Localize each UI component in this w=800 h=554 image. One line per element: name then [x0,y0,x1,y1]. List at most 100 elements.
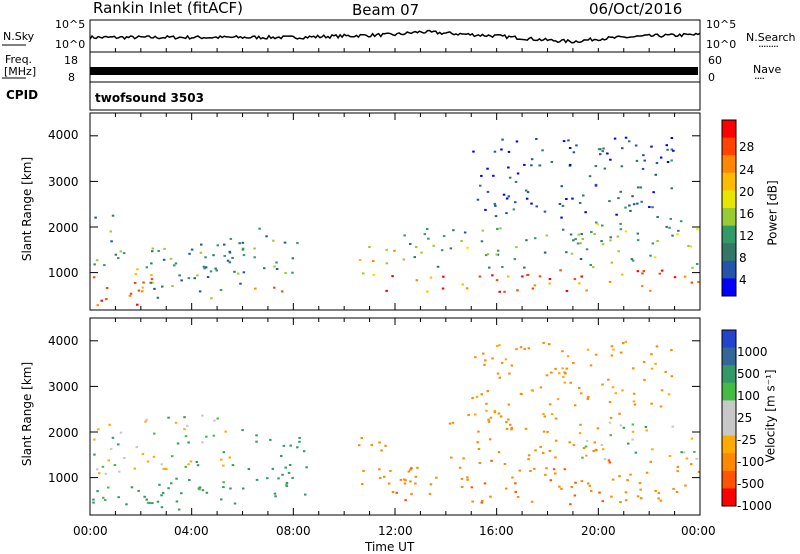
heat-cell [609,158,612,161]
heat-cell [563,468,567,471]
freq-right-tick-bottom: 0 [708,71,715,84]
heat-cell [470,486,474,489]
heat-cell [153,287,156,290]
station-title: Rankin Inlet (fitACF) [93,0,244,17]
heat-cell [570,486,573,488]
heat-cell [500,148,503,151]
heat-cell [631,195,634,198]
heat-cell [504,358,508,361]
heat-cell [183,428,186,431]
heat-cell [271,467,275,470]
heat-cell [648,206,651,208]
heat-cell [223,243,226,246]
heat-cell [128,294,132,297]
heat-cell [98,472,101,475]
heat-cell [427,237,430,240]
heat-cell [385,248,388,251]
power-cbar-tick-12: 12 [739,229,755,243]
heat-cell [105,298,108,301]
heat-cell [650,353,653,356]
heat-cell [160,494,163,497]
heat-cell [273,492,277,495]
heat-cell [546,430,549,433]
heat-cell [498,290,501,293]
heat-cell [143,495,146,498]
heat-cell [572,444,576,447]
heat-cell [659,156,663,159]
heat-cell [693,450,696,453]
heat-cell [258,227,261,230]
heat-cell [296,446,299,449]
heat-cell [526,273,530,276]
power-cbar-tick-16: 16 [739,207,755,221]
heat-cell [622,426,626,429]
heat-cell [119,431,123,434]
heat-cell [569,233,573,236]
heat-cell [209,270,213,273]
heat-cell [491,274,494,277]
heat-cell [655,345,659,348]
heat-cell [385,289,388,292]
colorbar-swatch [722,365,736,384]
heat-cell [579,242,582,245]
heat-cell [492,174,495,177]
heat-cell [600,240,603,243]
heat-cell [639,186,643,189]
heat-cell [608,401,612,403]
heat-cell [414,475,418,478]
heat-cell [656,216,659,218]
heat-cell [486,167,489,170]
heat-cell [378,468,381,471]
heat-cell [584,211,587,214]
heat-cell [241,241,245,244]
velocity-ytick-4000: 4000 [48,334,79,348]
beam-title: Beam 07 [352,1,420,19]
heat-cell [632,367,635,370]
heat-cell [645,429,648,432]
heat-cell [305,466,308,469]
heat-cell [180,279,183,282]
heat-cell [395,491,398,494]
heat-cell [632,203,636,206]
heat-cell [177,508,181,511]
heat-cell [253,247,256,250]
heat-cell [539,386,543,389]
heat-cell [414,482,417,485]
heat-cell [496,227,499,230]
colorbar-swatch [722,260,736,279]
heat-cell [609,434,612,437]
heat-cell [156,500,160,503]
heat-cell [542,451,545,454]
heat-cell [255,478,259,481]
power-cbar-tick-28: 28 [739,140,755,154]
heat-cell [247,468,251,470]
heat-cell [493,150,497,153]
heat-cell [535,205,538,208]
heat-cell [156,296,160,299]
heat-cell [201,414,204,417]
heat-cell [162,258,166,261]
colorbar-swatch [722,418,736,437]
heat-cell [284,272,287,274]
heat-cell [272,239,275,242]
heat-cell [593,233,596,236]
date-title: 06/Oct/2016 [589,0,683,18]
colorbar-swatch [722,453,736,472]
heat-cell [173,264,176,267]
heat-cell [507,150,511,153]
heat-cell [667,393,671,396]
heat-cell [631,430,635,433]
heat-cell [362,272,365,275]
heat-cell [634,144,638,147]
xtick-3: 12:00 [378,524,413,538]
heat-cell [672,487,675,490]
freq-right-label: Nave [753,63,782,76]
heat-cell [516,495,520,498]
heat-cell [631,259,635,262]
heat-cell [618,412,621,415]
heat-cell [239,282,242,285]
heat-cell [599,153,602,156]
xtick-6: 00:00 [681,524,716,538]
power-heatmap [92,136,700,307]
heat-cell [594,448,598,451]
